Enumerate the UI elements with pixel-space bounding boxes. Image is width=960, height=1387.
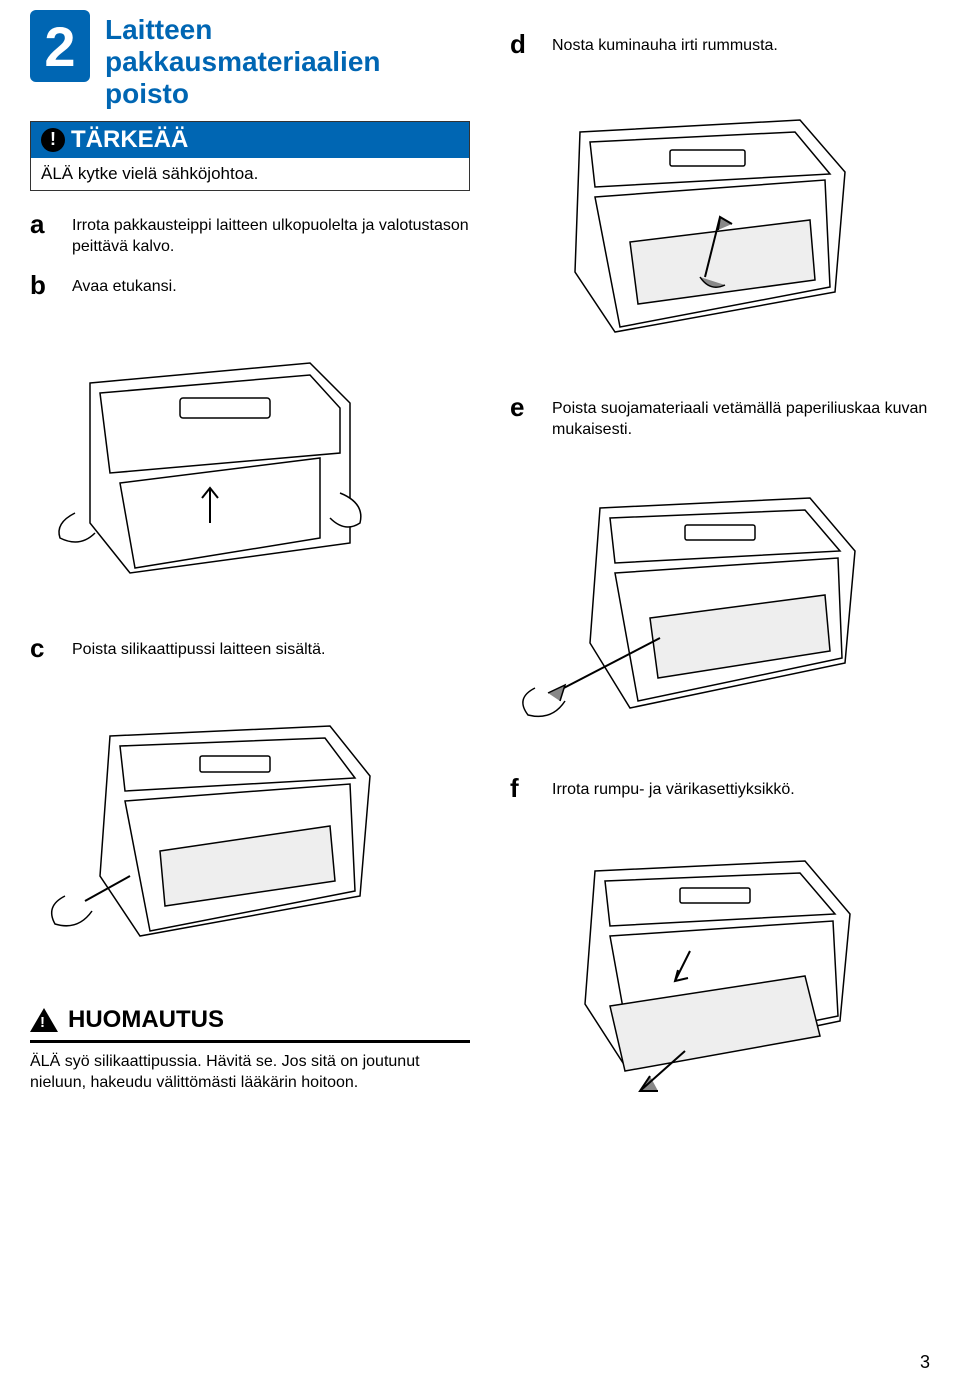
important-header: ! TÄRKEÄÄ bbox=[31, 122, 469, 158]
important-box: ! TÄRKEÄÄ ÄLÄ kytke vielä sähköjohtoa. bbox=[30, 121, 470, 191]
printer-figure-e bbox=[510, 463, 870, 743]
caution-label: HUOMAUTUS bbox=[68, 1006, 224, 1034]
important-text: ÄLÄ kytke vielä sähköjohtoa. bbox=[31, 158, 469, 190]
printer-figure-d bbox=[510, 82, 870, 362]
caution-icon bbox=[30, 1008, 58, 1032]
printer-figure-c bbox=[30, 686, 390, 966]
step-e: e Poista suojamateriaali vetämällä paper… bbox=[510, 392, 950, 441]
step-number-badge: 2 bbox=[30, 10, 90, 82]
step-e-letter: e bbox=[510, 392, 534, 441]
printer-figure-f bbox=[510, 826, 870, 1106]
step-c: c Poista silikaattipussi laitteen sisält… bbox=[30, 633, 470, 664]
important-label: TÄRKEÄÄ bbox=[71, 126, 188, 154]
step-a-text: Irrota pakkausteippi laitteen ulkopuolel… bbox=[72, 209, 470, 258]
caution-box: HUOMAUTUS ÄLÄ syö silikaattipussia. Hävi… bbox=[30, 1006, 470, 1094]
step-f-letter: f bbox=[510, 773, 534, 804]
step-b-text: Avaa etukansi. bbox=[72, 270, 177, 301]
step-b: b Avaa etukansi. bbox=[30, 270, 470, 301]
page-number: 3 bbox=[920, 1352, 930, 1373]
step-d: d Nosta kuminauha irti rummusta. bbox=[510, 29, 950, 60]
step-c-letter: c bbox=[30, 633, 54, 664]
caution-header: HUOMAUTUS bbox=[30, 1006, 470, 1043]
step-a-letter: a bbox=[30, 209, 54, 258]
important-icon: ! bbox=[41, 128, 65, 152]
step-c-text: Poista silikaattipussi laitteen sisältä. bbox=[72, 633, 325, 664]
step-a: a Irrota pakkausteippi laitteen ulkopuol… bbox=[30, 209, 470, 258]
step-d-letter: d bbox=[510, 29, 534, 60]
step-title-l2: pakkausmateriaalien bbox=[105, 46, 381, 77]
step-f: f Irrota rumpu- ja värikasettiyksikkö. bbox=[510, 773, 950, 804]
step-title-l1: Laitteen bbox=[105, 14, 212, 45]
step-d-text: Nosta kuminauha irti rummusta. bbox=[552, 29, 778, 60]
step-e-text: Poista suojamateriaali vetämällä paperil… bbox=[552, 392, 950, 441]
step-b-letter: b bbox=[30, 270, 54, 301]
step-f-text: Irrota rumpu- ja värikasettiyksikkö. bbox=[552, 773, 795, 804]
step-title-l3: poisto bbox=[105, 78, 189, 109]
step-title: Laitteen pakkausmateriaalien poisto bbox=[105, 10, 381, 111]
caution-text: ÄLÄ syö silikaattipussia. Hävitä se. Jos… bbox=[30, 1051, 470, 1094]
printer-figure-b bbox=[30, 323, 390, 603]
